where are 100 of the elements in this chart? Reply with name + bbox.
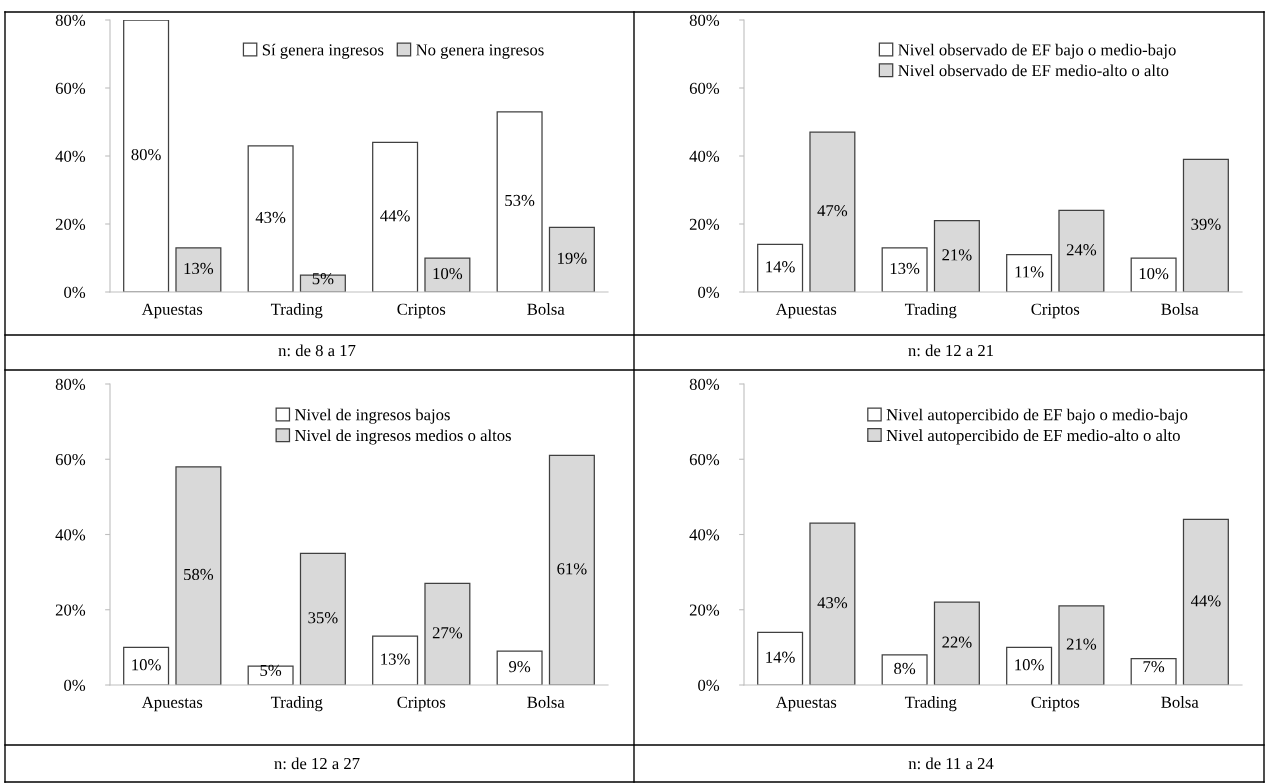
y-tick-label: 0% (698, 679, 720, 691)
bar (372, 141, 419, 292)
x-tick-label: Criptos (1031, 303, 1080, 319)
data-label: 27% (432, 627, 463, 639)
x-tick-label: Bolsa (527, 303, 565, 315)
data-label: 11% (1015, 266, 1044, 278)
y-tick-label: 80% (689, 14, 720, 26)
legend-label: Nivel autopercibido de EF bajo o medio-bajo (886, 408, 1188, 424)
y-tick-label: 20% (55, 218, 86, 230)
legend-label: Nivel observado de EF medio-alto o alto (898, 64, 1169, 77)
y-tick-label: 80% (55, 378, 86, 390)
y-tick-label: 0% (698, 286, 720, 298)
data-label: 10% (433, 267, 463, 280)
y-tick-label: 40% (55, 529, 86, 541)
y-tick-label: 20% (689, 604, 720, 616)
bar (1182, 158, 1229, 292)
y-tick-label: 0% (64, 286, 86, 298)
data-label: 14% (766, 651, 795, 663)
bar (548, 226, 595, 292)
data-label: 61% (557, 563, 587, 575)
data-label: 13% (184, 262, 214, 275)
bar (1006, 253, 1053, 292)
x-tick-label: Apuestas (141, 696, 203, 712)
data-label: 5% (312, 273, 334, 285)
bar (1058, 209, 1105, 292)
data-label: 58% (184, 568, 214, 581)
y-tick-label: 80% (55, 14, 86, 26)
data-label: 10% (1015, 659, 1044, 671)
bar (123, 646, 170, 685)
data-label: 10% (132, 659, 161, 671)
y-tick-label: 40% (689, 150, 720, 162)
bar (548, 454, 595, 685)
x-tick-label: Criptos (397, 696, 446, 712)
bar (1130, 658, 1177, 685)
bar (299, 552, 346, 685)
y-tick-label: 60% (689, 82, 720, 94)
y-tick-label: 60% (55, 82, 86, 94)
data-label: 19% (558, 252, 587, 264)
data-label: 5% (260, 664, 282, 677)
legend-label: Sí genera ingresos (262, 43, 384, 59)
data-label: 44% (1190, 595, 1221, 607)
x-tick-label: Criptos (1031, 696, 1080, 712)
bar (933, 601, 980, 685)
data-label: 24% (1066, 244, 1097, 256)
data-label: 39% (1191, 218, 1221, 230)
legend-label: Nivel de ingresos bajos (294, 408, 450, 424)
data-label: 13% (890, 262, 920, 275)
data-label: 53% (505, 194, 535, 207)
data-label: 35% (308, 612, 338, 624)
bar (247, 145, 294, 292)
x-tick-label: Trading (270, 696, 323, 712)
bar (1130, 257, 1177, 292)
x-tick-label: Bolsa (1161, 696, 1199, 708)
bar (175, 247, 222, 292)
text: n: de 8 a 17 (278, 344, 356, 357)
x-tick-label: Apuestas (141, 303, 203, 319)
text: n: de 12 a 21 (908, 344, 994, 357)
y-tick-label: 40% (689, 529, 720, 541)
bar (1058, 605, 1105, 685)
data-label: 13% (381, 653, 410, 665)
bar (933, 219, 980, 292)
legend-label: Nivel de ingresos medios o altos (294, 429, 511, 445)
data-label: 21% (1066, 638, 1097, 650)
bar (496, 111, 543, 292)
y-tick-label: 80% (689, 378, 720, 390)
y-tick-label: 40% (55, 150, 86, 162)
x-tick-label: Trading (270, 303, 323, 319)
data-label: 21% (942, 249, 972, 261)
bar (881, 247, 928, 292)
y-tick-label: 20% (55, 604, 86, 616)
text: n: de 12 a 27 (274, 757, 360, 770)
bar (1182, 518, 1229, 685)
bar (496, 650, 543, 685)
bar (1006, 646, 1053, 685)
data-label: 8% (894, 662, 916, 675)
bar (299, 274, 346, 292)
x-tick-label: Trading (904, 303, 957, 319)
text: n: de 11 a 24 (908, 757, 994, 770)
bar (757, 243, 804, 292)
x-tick-label: Apuestas (775, 303, 837, 319)
data-label: 22% (942, 636, 972, 648)
data-label: 47% (817, 205, 848, 217)
bar (424, 257, 471, 292)
data-label: 43% (817, 597, 848, 609)
bar (424, 582, 471, 685)
data-label: 7% (1143, 660, 1165, 673)
y-tick-label: 60% (55, 453, 86, 466)
legend-label: No genera ingresos (416, 44, 544, 59)
bar (123, 20, 170, 292)
x-tick-label: Bolsa (1161, 303, 1199, 315)
x-tick-label: Trading (904, 696, 957, 712)
data-label: 44% (380, 210, 410, 222)
bar (372, 635, 419, 685)
x-tick-label: Bolsa (527, 696, 565, 708)
legend-label: Nivel observado de EF bajo o medio-bajo (898, 43, 1176, 59)
bar (809, 522, 856, 685)
y-tick-label: 20% (689, 218, 720, 230)
x-tick-label: Criptos (397, 303, 446, 319)
data-label: 14% (766, 261, 795, 273)
data-label: 9% (509, 660, 531, 673)
